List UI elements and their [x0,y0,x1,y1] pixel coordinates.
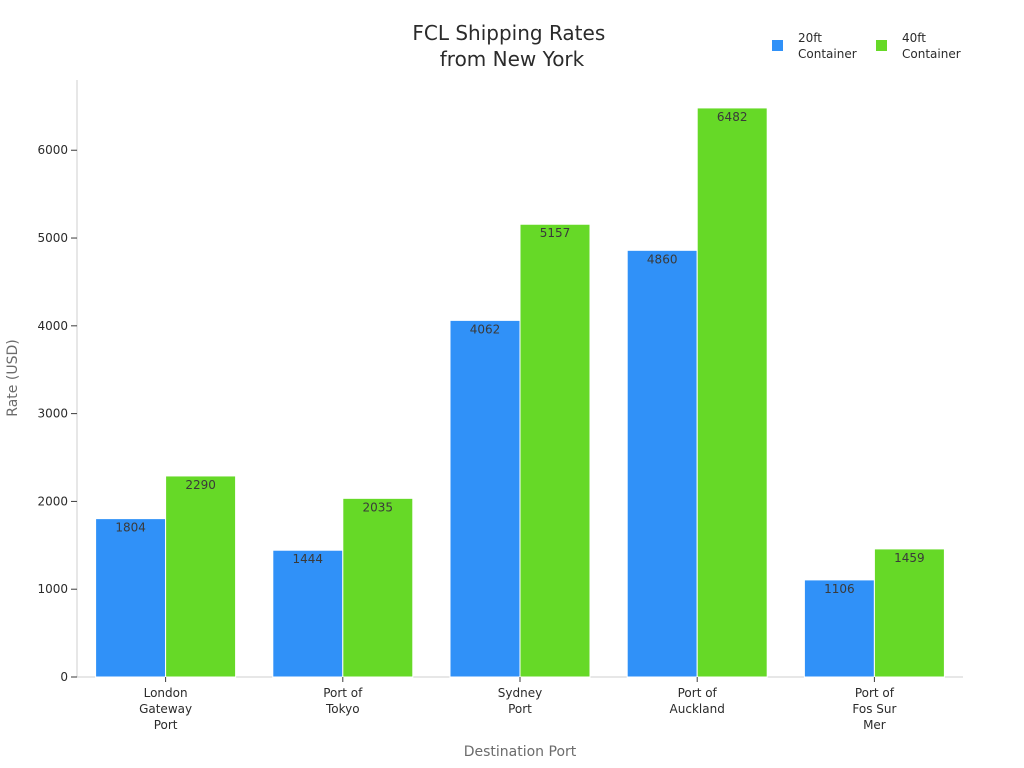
legend-label: 40ft Container [902,31,961,61]
bars [95,107,945,678]
legend-label-line: 40ft [902,31,926,45]
x-tick-label: London Gateway Port [139,686,192,732]
data-label: 2035 [363,500,394,514]
y-tick-label: 6000 [37,143,68,157]
x-tick-label-line: Mer [863,718,886,732]
y-tick-label: 5000 [37,231,68,245]
data-label: 2290 [185,478,216,492]
x-tick-label: Port of Tokyo [323,686,363,716]
legend-label-line: 20ft [798,31,822,45]
bar-series-1-cat-0 [165,475,237,678]
x-tick-label: Port of Fos Sur Mer [852,686,896,732]
data-label: 5157 [540,226,571,240]
data-label: 4860 [647,252,678,266]
y-tick-label: 3000 [37,407,68,421]
x-tick-label-line: Fos Sur [852,702,896,716]
x-tick-label-line: London [144,686,188,700]
data-label: 1106 [824,582,855,596]
legend-swatch [876,40,887,51]
bar-series-1-cat-4 [873,548,945,678]
data-label: 1459 [894,551,925,565]
bar-series-0-cat-3 [626,249,698,678]
x-axis-ticks: London Gateway Port Port of Tokyo Sydney Port P… [139,677,896,732]
chart-title: FCL Shipping Rates from New York [412,21,611,71]
legend-label: 20ft Container [798,31,857,61]
chart-title-line: from New York [440,47,585,71]
data-label: 6482 [717,110,748,124]
data-label: 4062 [470,322,501,336]
y-axis-ticks: 0 1000 2000 3000 4000 5000 6000 [37,143,77,684]
x-tick-label: Port of Auckland [670,686,725,716]
bar-series-0-cat-2 [449,319,521,678]
x-tick-label-line: Auckland [670,702,725,716]
chart-title-line: FCL Shipping Rates [412,21,605,45]
y-tick-label: 4000 [37,319,68,333]
x-tick-label-line: Port [154,718,178,732]
x-tick-label-line: Port of [323,686,363,700]
y-tick-label: 0 [60,670,68,684]
data-label: 1444 [293,552,324,566]
x-tick-label-line: Gateway [139,702,192,716]
legend-label-line: Container [798,47,857,61]
y-axis-title: Rate (USD) [5,339,21,416]
x-tick-label-line: Sydney [498,686,542,700]
bar-series-1-cat-3 [696,107,768,678]
x-tick-label: Sydney Port [498,686,542,716]
legend-label-line: Container [902,47,961,61]
bar-series-0-cat-1 [272,549,344,678]
x-tick-label-line: Port [508,702,532,716]
x-tick-label-line: Tokyo [325,702,360,716]
bar-series-1-cat-2 [519,223,591,678]
bar-series-1-cat-1 [342,497,414,678]
data-label: 1804 [115,521,146,535]
y-tick-label: 1000 [37,582,68,596]
legend: 20ft Container 40ft Container [772,31,961,61]
x-tick-label-line: Port of [678,686,718,700]
y-tick-label: 2000 [37,494,68,508]
x-tick-label-line: Port of [855,686,895,700]
data-labels: 1804 2290 1444 2035 4062 5157 4860 6482 1106 1459 [115,110,924,596]
bar-series-0-cat-0 [95,518,167,678]
x-axis-title: Destination Port [464,744,577,760]
legend-swatch [772,40,783,51]
